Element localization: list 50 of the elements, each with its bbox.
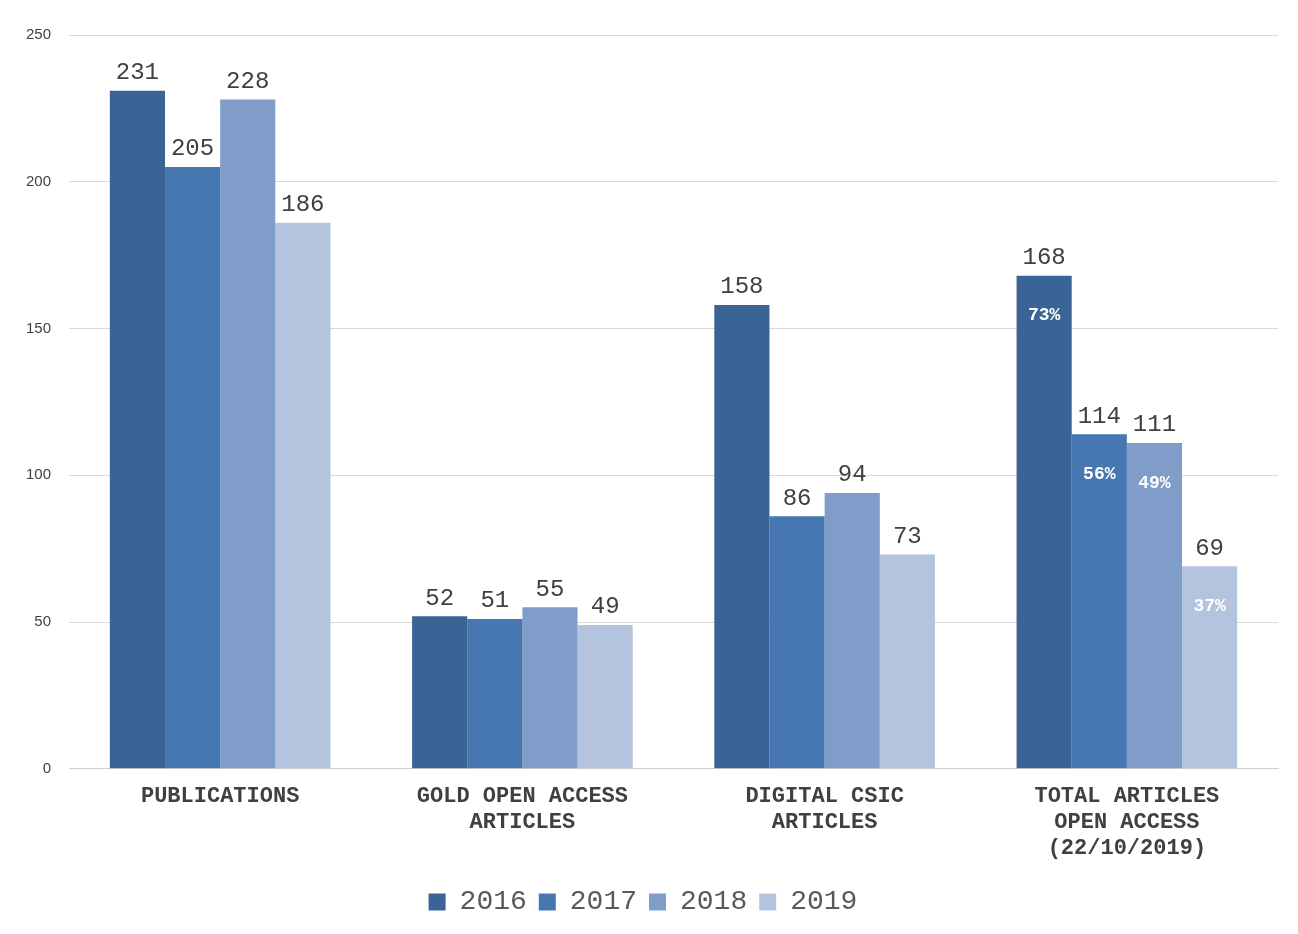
y-tick-label: 0: [42, 758, 52, 776]
y-tick-label: 200: [26, 171, 52, 189]
bar: [879, 554, 935, 769]
bar: [412, 616, 468, 769]
y-tick-label: 150: [26, 318, 52, 336]
legend-label: 2018: [680, 886, 748, 918]
y-tick-label: 100: [26, 465, 52, 483]
data-label: 205: [170, 135, 215, 163]
data-label: 168: [1022, 244, 1066, 272]
x-tick-label: DIGITAL CSIC ARTICLES: [745, 783, 904, 835]
bar: [467, 619, 523, 769]
data-label: 186: [281, 191, 325, 219]
y-tick-label: 250: [26, 25, 52, 43]
annotation: 73%: [1027, 305, 1061, 326]
data-label: 52: [425, 584, 455, 612]
data-label: 73: [892, 522, 922, 550]
legend-label: 2017: [569, 886, 638, 918]
bar: [714, 305, 770, 769]
data-label: 114: [1077, 402, 1121, 430]
annotation: 56%: [1083, 463, 1116, 484]
data-label: 55: [535, 575, 565, 603]
data-label: 228: [226, 67, 270, 95]
bar: [577, 624, 633, 769]
data-label: 231: [115, 59, 160, 87]
bar: [1071, 434, 1127, 769]
bar: [1182, 566, 1238, 769]
data-label: 86: [782, 484, 812, 512]
data-label: 94: [837, 461, 867, 489]
bar: [220, 99, 276, 769]
legend-label: 2019: [790, 886, 858, 918]
legend-label: 2016: [459, 886, 527, 918]
x-tick-label: GOLD OPEN ACCESS ARTICLES: [416, 783, 629, 835]
data-label: 158: [720, 273, 764, 301]
bar: [109, 90, 165, 769]
x-tick-label: TOTAL ARTICLES OPEN ACCESS (22/10/2019): [1034, 783, 1220, 862]
bar: [1016, 275, 1072, 769]
x-tick-label: PUBLICATIONS: [140, 783, 300, 809]
bar: [275, 222, 331, 769]
data-label: 49: [590, 593, 620, 621]
data-label: 111: [1132, 411, 1177, 439]
bar: [824, 492, 880, 769]
annotation: 37%: [1193, 595, 1227, 616]
bar: [164, 167, 221, 769]
bar: [522, 607, 578, 769]
data-label: 51: [480, 587, 510, 615]
y-tick-label: 50: [34, 612, 52, 630]
annotation: 49%: [1138, 472, 1171, 493]
bar: [769, 516, 825, 769]
bar: [1126, 442, 1183, 769]
data-label: 69: [1195, 534, 1225, 562]
